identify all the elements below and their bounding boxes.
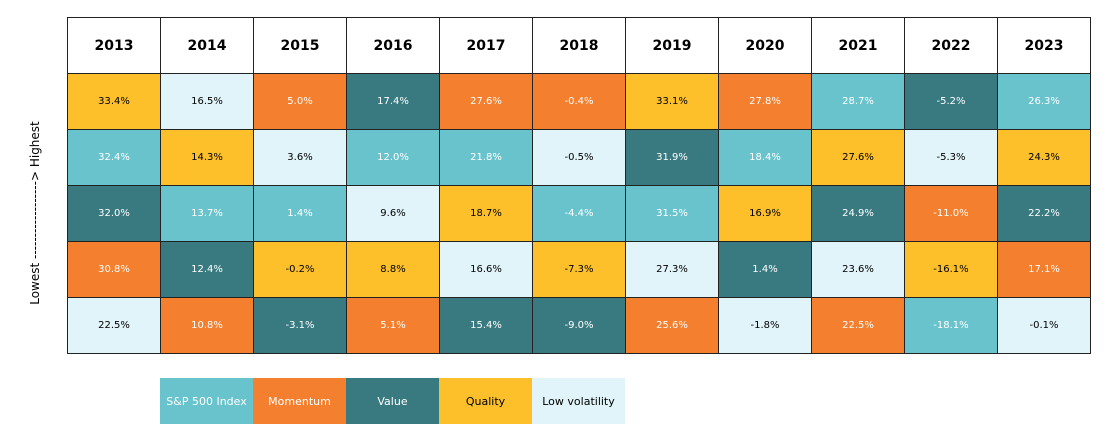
year-header: 2017 — [439, 17, 533, 74]
return-cell: 28.7% — [811, 73, 905, 130]
return-cell: 26.3% — [997, 73, 1091, 130]
return-cell: 22.2% — [997, 185, 1091, 242]
year-header: 2016 — [346, 17, 440, 74]
return-cell: 12.4% — [160, 241, 254, 298]
return-cell: 16.9% — [718, 185, 812, 242]
legend-item: Momentum — [253, 378, 346, 424]
return-cell: 8.8% — [346, 241, 440, 298]
return-cell: -5.2% — [904, 73, 998, 130]
return-cell: 27.6% — [439, 73, 533, 130]
return-cell: 32.4% — [67, 129, 161, 186]
return-cell: 27.3% — [625, 241, 719, 298]
return-cell: 9.6% — [346, 185, 440, 242]
return-cell: 1.4% — [253, 185, 347, 242]
return-cell: -4.4% — [532, 185, 626, 242]
return-cell: 31.5% — [625, 185, 719, 242]
legend-item: S&P 500 Index — [160, 378, 253, 424]
return-cell: -0.5% — [532, 129, 626, 186]
return-cell: 24.9% — [811, 185, 905, 242]
return-cell: -3.1% — [253, 297, 347, 354]
return-cell: 22.5% — [811, 297, 905, 354]
return-cell: -5.3% — [904, 129, 998, 186]
year-header: 2015 — [253, 17, 347, 74]
return-cell: 24.3% — [997, 129, 1091, 186]
return-cell: -0.1% — [997, 297, 1091, 354]
return-cell: 33.4% — [67, 73, 161, 130]
return-cell: -16.1% — [904, 241, 998, 298]
return-cell: 5.0% — [253, 73, 347, 130]
year-header: 2020 — [718, 17, 812, 74]
year-header: 2014 — [160, 17, 254, 74]
return-cell: 5.1% — [346, 297, 440, 354]
return-cell: -7.3% — [532, 241, 626, 298]
year-header: 2019 — [625, 17, 719, 74]
legend-item: Quality — [439, 378, 532, 424]
return-cell: 10.8% — [160, 297, 254, 354]
return-cell: 27.6% — [811, 129, 905, 186]
return-cell: 23.6% — [811, 241, 905, 298]
return-cell: 17.4% — [346, 73, 440, 130]
return-cell: 16.5% — [160, 73, 254, 130]
return-cell: 27.8% — [718, 73, 812, 130]
return-cell: 32.0% — [67, 185, 161, 242]
return-cell: 22.5% — [67, 297, 161, 354]
return-cell: 1.4% — [718, 241, 812, 298]
return-cell: 33.1% — [625, 73, 719, 130]
return-cell: -11.0% — [904, 185, 998, 242]
return-cell: -0.2% — [253, 241, 347, 298]
return-cell: 14.3% — [160, 129, 254, 186]
year-header: 2022 — [904, 17, 998, 74]
year-header: 2013 — [67, 17, 161, 74]
return-cell: 17.1% — [997, 241, 1091, 298]
year-header: 2021 — [811, 17, 905, 74]
legend-item: Low volatility — [532, 378, 625, 424]
rank-axis-label: Lowest ------------------> Highest — [28, 121, 42, 305]
return-cell: 15.4% — [439, 297, 533, 354]
return-cell: 21.8% — [439, 129, 533, 186]
return-cell: -18.1% — [904, 297, 998, 354]
return-cell: -9.0% — [532, 297, 626, 354]
legend-item: Value — [346, 378, 439, 424]
year-header: 2023 — [997, 17, 1091, 74]
return-cell: 18.4% — [718, 129, 812, 186]
return-cell: 3.6% — [253, 129, 347, 186]
year-header: 2018 — [532, 17, 626, 74]
return-cell: 25.6% — [625, 297, 719, 354]
return-cell: 16.6% — [439, 241, 533, 298]
return-cell: 30.8% — [67, 241, 161, 298]
return-cell: 13.7% — [160, 185, 254, 242]
return-cell: -0.4% — [532, 73, 626, 130]
return-cell: 12.0% — [346, 129, 440, 186]
return-cell: -1.8% — [718, 297, 812, 354]
return-cell: 31.9% — [625, 129, 719, 186]
return-cell: 18.7% — [439, 185, 533, 242]
